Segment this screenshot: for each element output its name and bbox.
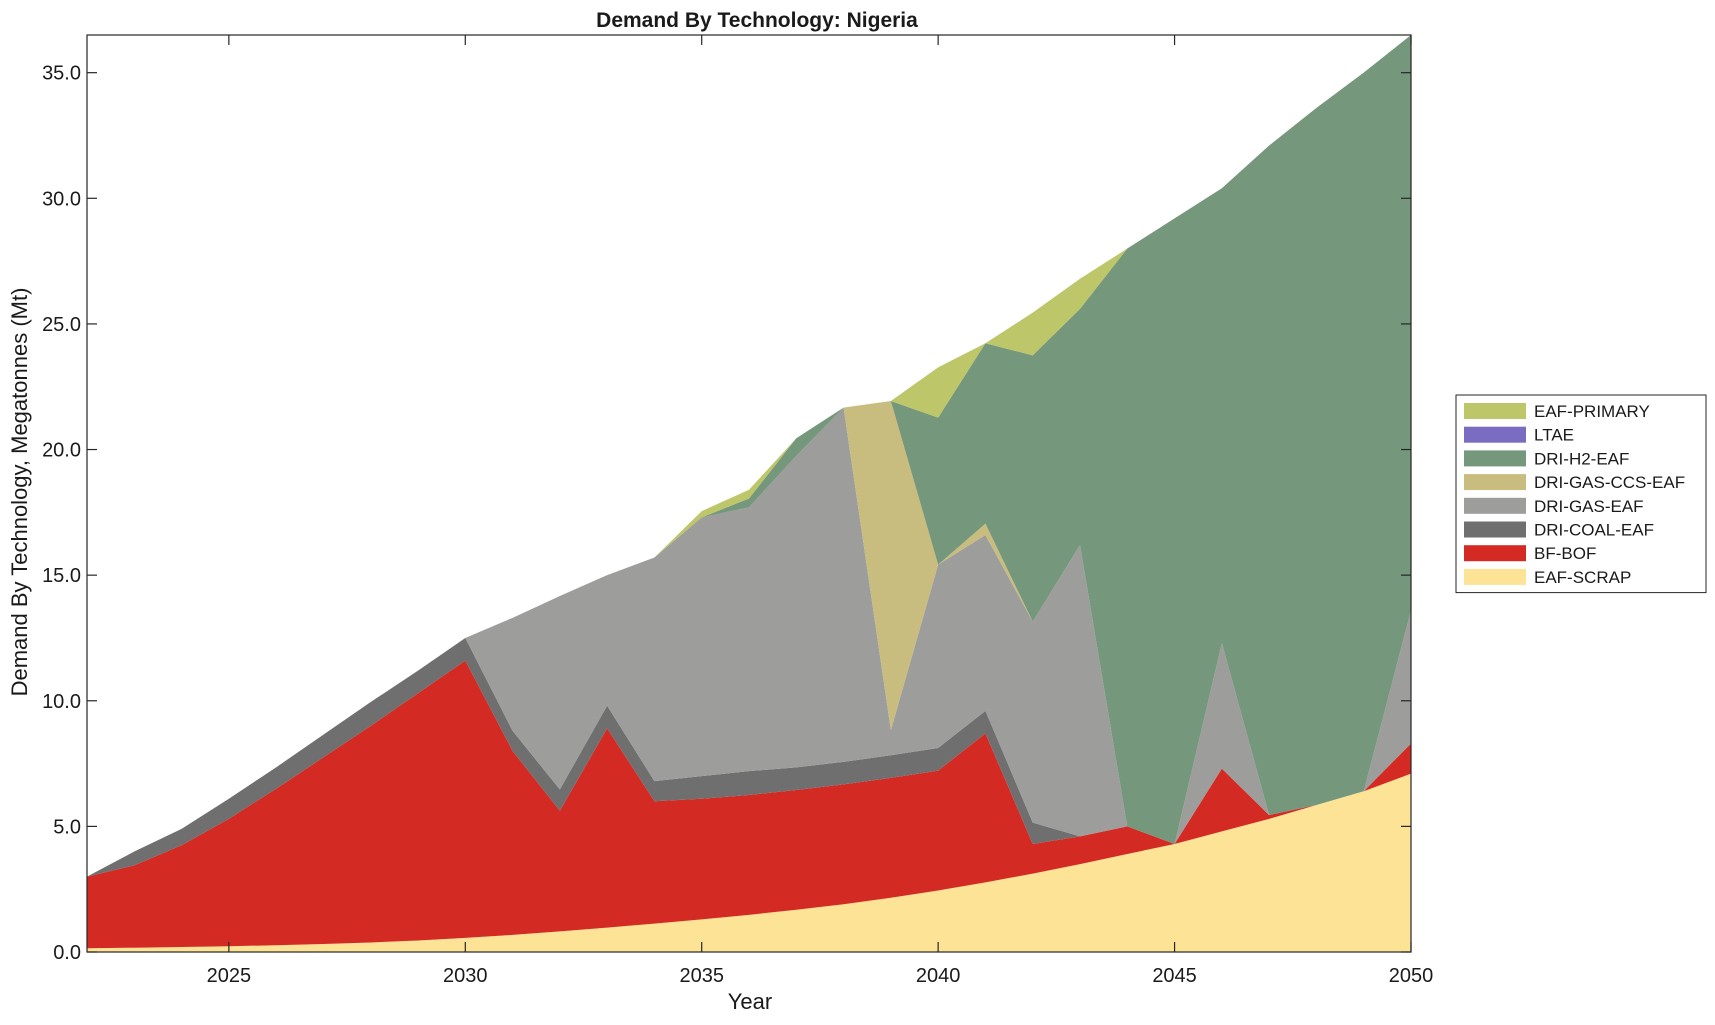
legend-swatch-eaf-primary xyxy=(1464,403,1526,419)
legend-swatch-dri-gas-eaf xyxy=(1464,497,1526,514)
y-tick-label: 5.0 xyxy=(53,816,81,838)
legend-label-ltae: LTAE xyxy=(1534,426,1574,445)
area-eaf-scrap xyxy=(87,773,1411,952)
y-tick-label: 35.0 xyxy=(42,63,81,85)
legend: EAF-PRIMARY LTAE DRI-H2-EAF DRI-GAS-CCS-EAF… xyxy=(1455,394,1707,594)
legend-swatch-dri-coal-eaf xyxy=(1464,521,1526,538)
x-tick-label: 2040 xyxy=(916,965,961,987)
y-tick-label: 15.0 xyxy=(42,565,81,587)
plot-frame xyxy=(86,34,1412,953)
legend-swatch-eaf-scrap xyxy=(1464,568,1526,585)
legend-swatch-dri-h2-eaf xyxy=(1464,450,1526,467)
y-tick-label: 30.0 xyxy=(42,188,81,210)
legend-label-eaf-primary: EAF-PRIMARY xyxy=(1534,402,1650,421)
legend-label-dri-coal-eaf: DRI-COAL-EAF xyxy=(1534,521,1654,540)
x-tick-label: 2035 xyxy=(679,965,724,987)
legend-label-dri-gas-eaf: DRI-GAS-EAF xyxy=(1534,497,1644,516)
area-bf-bof xyxy=(87,660,1411,949)
x-tick-label: 2045 xyxy=(1152,965,1197,987)
area-dri-h2-eaf xyxy=(87,35,1411,877)
legend-swatch-bf-bof xyxy=(1464,545,1526,562)
y-tick-label: 20.0 xyxy=(42,440,81,462)
legend-label-eaf-scrap: EAF-SCRAP xyxy=(1534,568,1631,587)
area-dri-gas-eaf xyxy=(87,407,1411,877)
x-tick-label: 2025 xyxy=(207,965,252,987)
y-tick-label: 25.0 xyxy=(42,314,81,336)
legend-swatch-dri-gas-ccs-eaf xyxy=(1464,474,1526,491)
y-tick-label: 0.0 xyxy=(53,942,81,964)
legend-label-bf-bof: BF-BOF xyxy=(1534,544,1596,563)
x-tick-label: 2030 xyxy=(443,965,488,987)
chart-title: Demand By Technology: Nigeria xyxy=(596,9,918,32)
axes-group: 2025 2030 2035 2040 2045 2050 0.0 5.0 10.0 15.0 20… xyxy=(42,34,1434,987)
legend-swatch-ltae xyxy=(1464,426,1526,443)
y-tick-label: 10.0 xyxy=(42,691,81,713)
x-tick-label: 2050 xyxy=(1389,965,1434,987)
legend-label-dri-gas-ccs-eaf: DRI-GAS-CCS-EAF xyxy=(1534,473,1685,492)
y-axis-label: Demand By Technology, Megatonnes (Mt) xyxy=(7,288,32,697)
legend-label-dri-h2-eaf: DRI-H2-EAF xyxy=(1534,449,1629,468)
area-series-group xyxy=(87,35,1411,952)
x-axis-label: Year xyxy=(728,989,772,1014)
